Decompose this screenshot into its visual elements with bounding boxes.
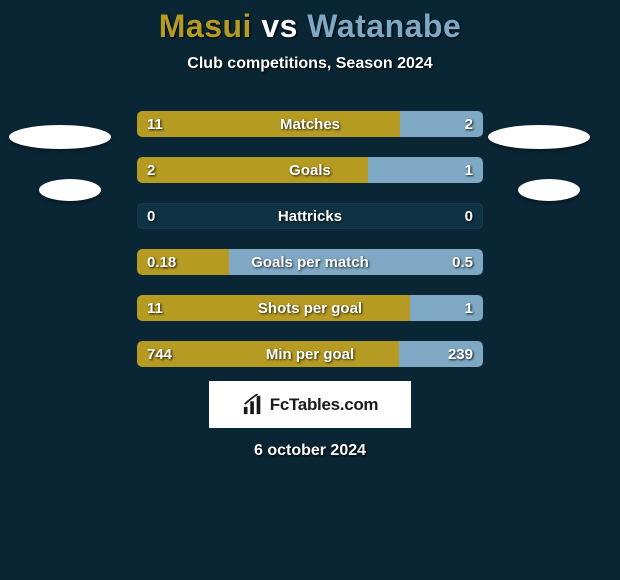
source-logo-text: FcTables.com <box>270 395 379 415</box>
player1-photo <box>9 125 111 149</box>
stat-bar-right <box>368 157 483 183</box>
date-label: 6 october 2024 <box>0 442 620 460</box>
stat-bar-left <box>137 111 400 137</box>
stat-bar-track <box>137 249 483 275</box>
title-vs: vs <box>261 8 298 44</box>
stat-bar-right <box>400 111 483 137</box>
comparison-card: Masui vs Watanabe Club competitions, Sea… <box>0 0 620 460</box>
stats-rows: Matches112Goals21Hattricks00Goals per ma… <box>0 111 620 367</box>
stat-bar-right <box>399 341 483 367</box>
stat-bar-right <box>410 295 483 321</box>
subtitle: Club competitions, Season 2024 <box>0 55 620 73</box>
source-logo: FcTables.com <box>209 381 411 428</box>
stat-row: Goals per match0.180.5 <box>0 249 620 275</box>
page-title: Masui vs Watanabe <box>0 8 620 45</box>
stat-row: Goals21 <box>0 157 620 183</box>
title-player1: Masui <box>159 8 252 44</box>
stat-bar-right <box>229 249 483 275</box>
stat-bar-track <box>137 341 483 367</box>
stat-bar-left <box>137 295 410 321</box>
player1-club-badge <box>39 179 101 201</box>
stat-row: Min per goal744239 <box>0 341 620 367</box>
title-player2: Watanabe <box>307 8 461 44</box>
stat-bar-left <box>137 249 229 275</box>
stat-row: Shots per goal111 <box>0 295 620 321</box>
stat-bar-track <box>137 157 483 183</box>
bar-chart-icon <box>242 394 264 416</box>
stat-row: Hattricks00 <box>0 203 620 229</box>
player2-photo <box>488 125 590 149</box>
stat-bar-track <box>137 295 483 321</box>
stat-bar-left <box>137 341 399 367</box>
stat-bar-left <box>137 157 368 183</box>
stat-bar-track <box>137 111 483 137</box>
stat-bar-track <box>137 203 483 229</box>
player2-club-badge <box>518 179 580 201</box>
